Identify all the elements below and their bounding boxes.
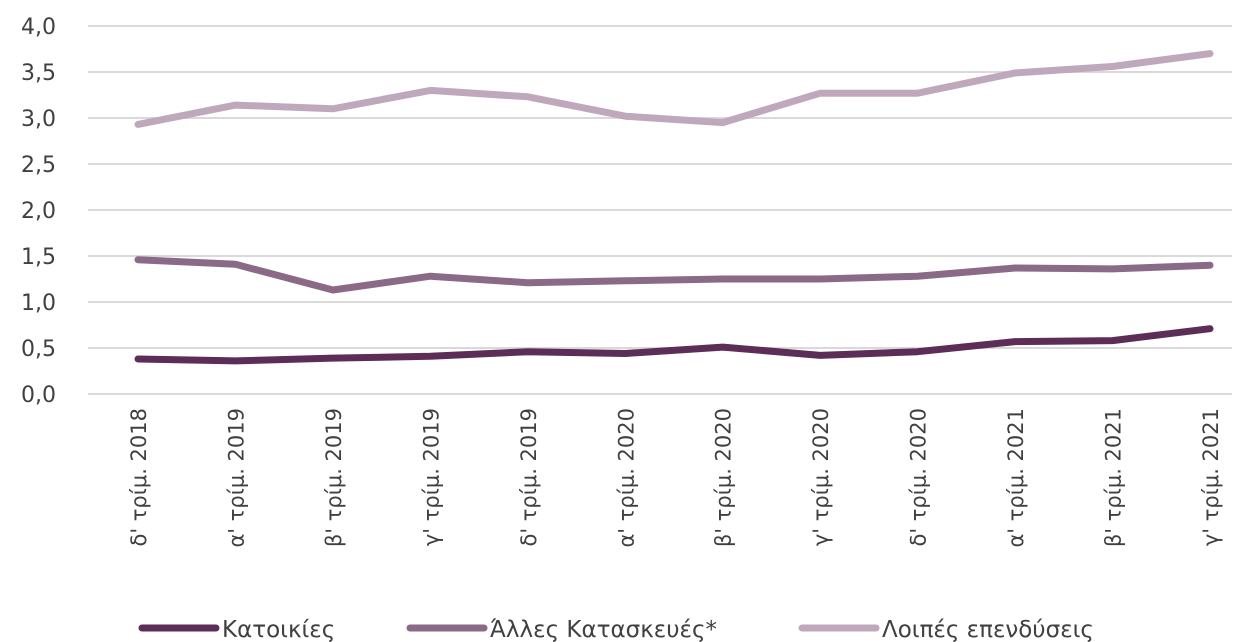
y-tick-label: 3,0	[21, 107, 56, 132]
legend-label: Κατοικίες	[222, 617, 335, 642]
legend-label: Άλλες Κατασκευές*	[490, 617, 717, 642]
x-tick-label: δ' τρίμ. 2020	[907, 408, 931, 547]
legend: Κατοικίες Άλλες Κατασκευές* Λοιπές επενδύσ…	[138, 617, 1094, 642]
x-tick-label: γ' τρίμ. 2020	[809, 408, 833, 546]
legend-label: Λοιπές επενδύσεις	[882, 617, 1094, 642]
y-tick-label: 3,5	[21, 61, 56, 86]
x-tick-label: γ' τρίμ. 2021	[1199, 408, 1223, 546]
y-tick-label: 1,5	[21, 245, 56, 270]
x-tick-label: γ' τρίμ. 2019	[419, 408, 443, 546]
y-tick-label: 4,0	[21, 15, 56, 40]
y-tick-label: 1,0	[21, 291, 56, 316]
x-tick-label: β' τρίμ. 2020	[712, 408, 736, 547]
y-tick-label: 2,0	[21, 199, 56, 224]
y-tick-label: 0,0	[21, 383, 56, 408]
x-tick-label: α' τρίμ. 2019	[224, 408, 248, 548]
x-tick-label: β' τρίμ. 2021	[1102, 408, 1126, 547]
y-tick-label: 2,5	[21, 153, 56, 178]
x-tick-label: δ' τρίμ. 2018	[127, 408, 151, 547]
gridlines	[88, 25, 1232, 395]
series-line-2	[134, 256, 1214, 294]
series-line-1	[134, 325, 1214, 365]
y-axis: 0,0 0,5 1,0 1,5 2,0 2,5 3,0 3,5 4,0	[21, 15, 56, 408]
y-tick-label: 0,5	[21, 337, 56, 362]
series-lines	[134, 50, 1214, 365]
x-tick-label: δ' τρίμ. 2019	[517, 408, 541, 547]
series-line-3	[134, 50, 1214, 128]
x-tick-label: α' τρίμ. 2021	[1004, 408, 1028, 548]
x-tick-label: β' τρίμ. 2019	[322, 408, 346, 547]
x-axis: δ' τρίμ. 2018 α' τρίμ. 2019 β' τρίμ. 2019 γ…	[127, 408, 1223, 548]
x-tick-label: α' τρίμ. 2020	[614, 408, 638, 548]
